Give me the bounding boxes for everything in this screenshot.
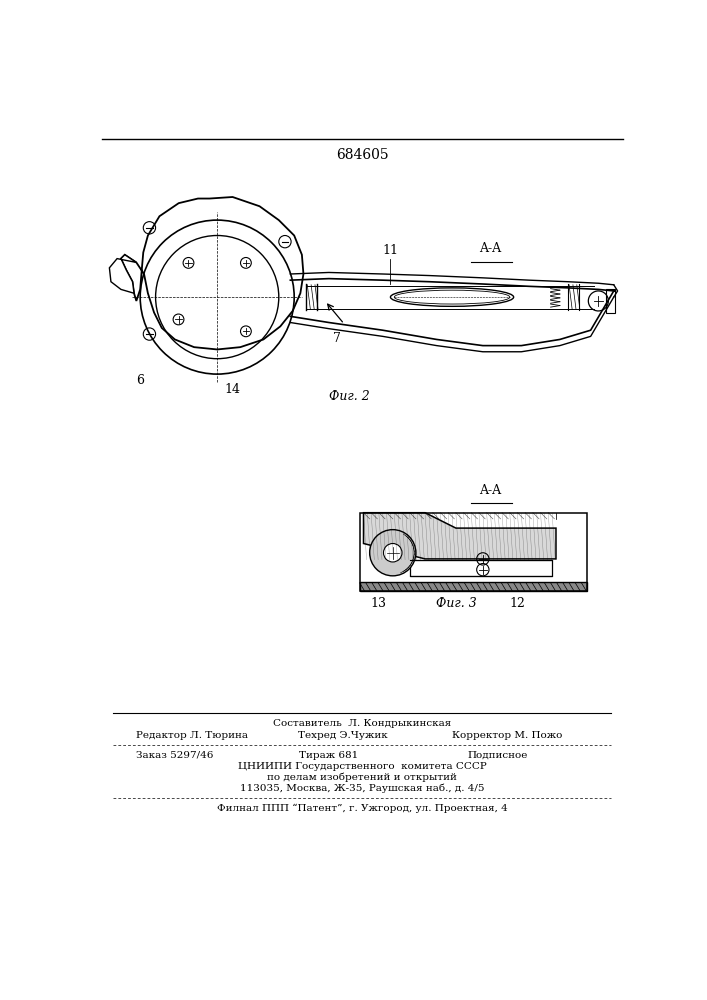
Text: Корректор М. Пожо: Корректор М. Пожо: [452, 732, 562, 740]
Text: 13: 13: [371, 597, 387, 610]
Text: Филнал ППП “Патент”, г. Ужгород, ул. Проектная, 4: Филнал ППП “Патент”, г. Ужгород, ул. Про…: [216, 804, 508, 813]
Bar: [360, 513, 587, 591]
Text: Техред Э.Чужик: Техред Э.Чужик: [298, 732, 388, 740]
Text: 7: 7: [332, 332, 341, 345]
Bar: [606, 289, 615, 312]
Text: ЦНИИПИ Государственного  комитета СССР: ЦНИИПИ Государственного комитета СССР: [238, 762, 486, 771]
Text: Подписное: Подписное: [467, 751, 528, 760]
Text: 113035, Москва, Ж-35, Раушская наб., д. 4/5: 113035, Москва, Ж-35, Раушская наб., д. …: [240, 784, 484, 793]
Circle shape: [383, 544, 402, 562]
Text: Тираж 681: Тираж 681: [299, 751, 358, 760]
Text: 12: 12: [510, 597, 525, 610]
Text: 684605: 684605: [336, 148, 388, 162]
Text: 11: 11: [382, 244, 399, 257]
Text: A-A: A-A: [479, 484, 501, 497]
Bar: [360, 582, 587, 591]
Text: A-A: A-A: [479, 242, 501, 255]
Text: Фиг. 2: Фиг. 2: [329, 389, 370, 402]
Text: по делам изобретений и открытий: по делам изобретений и открытий: [267, 773, 457, 782]
Text: Редактор Л. Тюрина: Редактор Л. Тюрина: [136, 732, 248, 740]
Text: Фиг. 3: Фиг. 3: [436, 597, 477, 610]
Text: 14: 14: [225, 383, 240, 396]
Text: Составитель  Л. Кондрыкинская: Составитель Л. Кондрыкинская: [273, 719, 451, 728]
Circle shape: [370, 530, 416, 576]
Text: 6: 6: [136, 374, 144, 387]
Text: Заказ 5297/46: Заказ 5297/46: [136, 751, 214, 760]
Polygon shape: [363, 513, 556, 559]
Bar: [409, 560, 552, 576]
Polygon shape: [110, 255, 136, 293]
